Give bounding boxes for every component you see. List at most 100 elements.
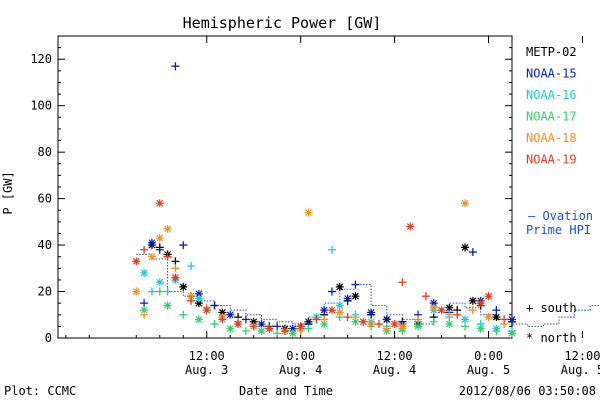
north-point (508, 329, 516, 338)
north-point (351, 292, 360, 301)
south-point (140, 299, 149, 308)
x-tick-time: 0:00 (286, 349, 315, 363)
south-point (343, 313, 352, 322)
series-noaa-15 (140, 62, 516, 333)
y-axis: 0 20 40 60 80 100 120 (30, 47, 512, 345)
south-point (179, 310, 188, 319)
south-point (453, 310, 462, 319)
south-point (327, 287, 336, 296)
legend-entry: NOAA-18 (526, 131, 577, 145)
north-point (335, 282, 344, 291)
x-tick-time: 12:00 (189, 349, 225, 363)
ovation-hpi-path (136, 253, 600, 327)
ovation-hpi-line (136, 253, 600, 327)
north-point (155, 234, 164, 243)
south-point (249, 322, 258, 331)
south-point (468, 248, 477, 257)
data-points (132, 62, 516, 338)
south-point (187, 296, 196, 305)
south-point (241, 327, 250, 336)
north-point (406, 222, 415, 231)
north-point (461, 243, 470, 252)
marker-legend-north: * north (526, 331, 577, 345)
y-tick-label: 120 (30, 52, 52, 66)
south-point (492, 327, 501, 336)
north-point (461, 315, 470, 324)
south-point (155, 287, 164, 296)
north-point (194, 299, 203, 308)
north-point (335, 301, 344, 310)
legend-entry: NOAA-17 (526, 110, 577, 124)
south-point (429, 317, 438, 326)
north-point (320, 320, 329, 329)
north-point (335, 308, 344, 317)
y-tick-label: 40 (38, 238, 52, 252)
north-point (445, 320, 454, 329)
south-point (163, 252, 172, 261)
north-point (147, 238, 156, 247)
north-point (288, 329, 297, 338)
y-tick-label: 80 (38, 145, 52, 159)
north-point (351, 317, 360, 326)
south-point (218, 315, 227, 324)
south-point (382, 315, 391, 324)
north-point (155, 278, 164, 287)
south-point (140, 310, 149, 319)
south-point (273, 329, 282, 338)
legend-entry: NOAA-15 (526, 67, 577, 81)
x-tick-time: 0:00 (474, 349, 503, 363)
chart-title: Hemispheric Power [GW] (183, 14, 382, 32)
north-point (257, 327, 266, 336)
south-point (327, 245, 336, 254)
north-point (367, 308, 376, 317)
north-point (476, 299, 485, 308)
north-point (194, 315, 203, 324)
y-axis-label: P [GW] (1, 171, 15, 214)
south-point (281, 327, 289, 336)
north-point (265, 324, 274, 333)
north-point (234, 320, 243, 329)
south-point (163, 287, 172, 296)
south-point (241, 315, 250, 324)
north-point (484, 292, 493, 301)
south-point (351, 280, 360, 289)
south-point (398, 278, 407, 287)
series-metp-02 (147, 241, 516, 333)
south-point (351, 313, 360, 322)
south-point (179, 241, 188, 250)
south-point (210, 301, 219, 310)
y-tick-label: 100 (30, 99, 52, 113)
north-point (484, 313, 493, 322)
north-point (194, 289, 203, 298)
north-point (445, 303, 454, 312)
north-point (187, 292, 196, 301)
north-point (155, 199, 164, 208)
series-noaa-19 (132, 199, 509, 336)
north-point (171, 273, 180, 282)
north-point (218, 308, 227, 317)
north-point (288, 324, 297, 333)
south-point (140, 245, 149, 254)
north-point (163, 224, 172, 233)
south-point (461, 322, 470, 331)
south-point (374, 320, 383, 329)
north-point (398, 322, 407, 331)
north-point (140, 306, 149, 315)
south-point (500, 315, 509, 324)
south-point (304, 324, 313, 333)
north-point (367, 320, 376, 329)
north-point (226, 324, 235, 333)
x-tick-date: Aug. 3 (185, 363, 228, 377)
north-point (437, 306, 446, 315)
south-point (445, 310, 454, 319)
south-point (210, 320, 219, 329)
north-point (226, 310, 235, 319)
marker-legend: + south * north (526, 301, 577, 345)
north-point (468, 296, 477, 305)
south-point (171, 264, 180, 273)
series-noaa-17 (140, 287, 516, 338)
south-point (155, 245, 164, 254)
north-point (147, 252, 156, 261)
south-point (171, 257, 180, 266)
footer-right: 2012/08/06 03:50:08 (459, 384, 596, 398)
